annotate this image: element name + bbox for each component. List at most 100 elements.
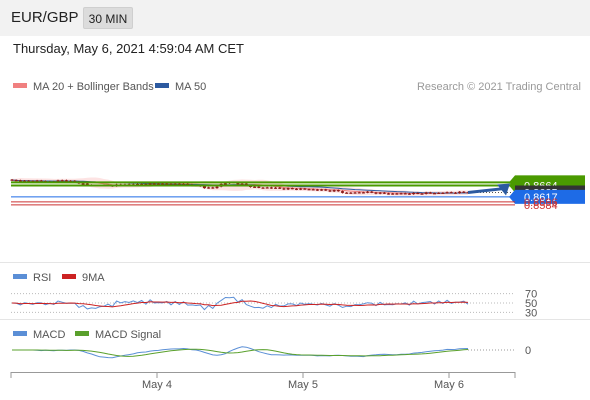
candle: [240, 183, 244, 185]
timeframe-button[interactable]: 30 MIN: [83, 7, 133, 29]
candle: [202, 186, 206, 189]
candle: [186, 183, 190, 186]
candle: [182, 183, 186, 186]
candle: [340, 191, 344, 193]
candle: [391, 193, 395, 195]
x-axis-label: May 6: [434, 379, 464, 391]
ma20-legend-label: MA 20 + Bollinger Bands: [33, 81, 154, 93]
candle: [294, 188, 298, 190]
rsi-level-label: 30: [525, 307, 537, 319]
currency-pair-title: EUR/GBP: [11, 9, 79, 26]
candle: [278, 187, 282, 189]
ma50-legend-swatch: [155, 83, 169, 88]
candle: [428, 192, 432, 194]
candle: [211, 187, 215, 189]
candle: [361, 192, 365, 194]
macd-legend-swatch: [13, 331, 27, 336]
candle: [148, 183, 152, 185]
candle: [265, 187, 269, 189]
candle: [152, 183, 156, 185]
target-tag-pointer: [509, 178, 515, 193]
candle: [39, 180, 43, 182]
rsi-legend-swatch: [13, 274, 27, 279]
candle: [60, 180, 64, 182]
candle: [56, 180, 60, 182]
candle: [165, 183, 169, 185]
candle: [64, 180, 68, 182]
pivot-tag-pointer: [509, 189, 515, 204]
candle: [315, 189, 319, 191]
candle: [353, 192, 357, 194]
candle: [236, 182, 240, 185]
candle: [349, 192, 353, 194]
candle: [424, 192, 428, 194]
rsi-line: [11, 296, 469, 311]
candle: [416, 192, 420, 195]
candle: [324, 189, 328, 191]
candle: [437, 192, 441, 194]
x-axis-label: May 5: [288, 379, 318, 391]
candle: [257, 186, 261, 188]
candle: [269, 187, 273, 189]
candle: [453, 192, 457, 194]
candle: [420, 193, 424, 195]
ma50-legend-label: MA 50: [175, 81, 206, 93]
candle: [299, 188, 303, 190]
rsi-level-label: 50: [525, 298, 537, 310]
candle: [328, 190, 332, 192]
main-plot: [10, 177, 470, 196]
candle: [382, 192, 386, 194]
candle: [395, 193, 399, 195]
candle: [449, 192, 453, 194]
candle: [378, 192, 382, 194]
macd-legend-label: MACD: [33, 329, 65, 341]
candle: [290, 188, 294, 190]
projection-arrow-line: [467, 187, 505, 194]
candle: [345, 192, 349, 194]
candle: [403, 193, 407, 195]
candle: [81, 183, 85, 185]
candle: [366, 191, 370, 193]
macd-signal-legend-label: MACD Signal: [95, 329, 161, 341]
support-price-label: 0.8596: [524, 197, 558, 209]
header-bar: EUR/GBP 30 MIN: [0, 0, 590, 36]
candle: [320, 189, 324, 191]
projection-arrow-head: [497, 183, 510, 196]
candle: [407, 193, 411, 195]
candle: [223, 183, 227, 185]
candle: [177, 183, 181, 185]
candle: [303, 188, 307, 190]
candle: [387, 193, 391, 195]
candle: [253, 186, 257, 188]
candle: [336, 190, 340, 192]
candle: [14, 180, 18, 182]
candle: [215, 186, 219, 189]
pivot-price-label: 0.8617: [524, 192, 558, 204]
candle: [370, 191, 374, 193]
candle: [433, 193, 437, 195]
candle: [357, 192, 361, 194]
support-price-label: 0.8584: [524, 200, 558, 212]
rsi-ma-line: [11, 300, 469, 308]
candle: [445, 192, 449, 194]
research-credit: Research © 2021 Trading Central: [417, 81, 581, 93]
candle: [282, 188, 286, 190]
candle: [274, 187, 278, 189]
candle: [169, 183, 173, 185]
candle: [332, 190, 336, 192]
candle: [261, 187, 265, 189]
candle: [441, 192, 445, 194]
candle: [311, 189, 315, 191]
rsi-ma-legend-label: 9MA: [82, 272, 105, 284]
macd-zero-label: 0: [525, 345, 531, 357]
candle: [35, 180, 39, 182]
candle: [173, 183, 177, 185]
macd-line: [12, 346, 469, 359]
candle: [23, 180, 27, 182]
candle: [412, 192, 416, 195]
candle: [458, 191, 462, 194]
candle: [244, 183, 248, 186]
